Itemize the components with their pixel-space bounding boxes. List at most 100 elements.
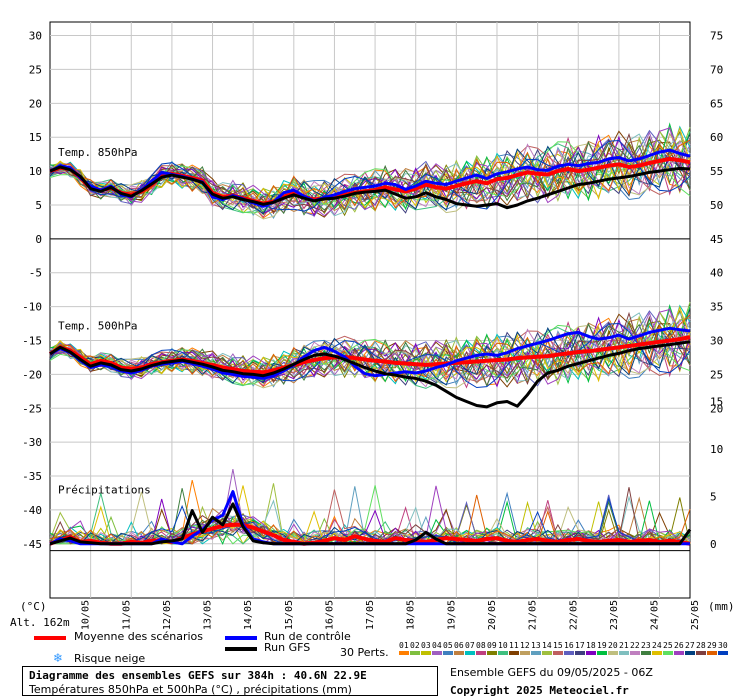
right-tick-label-500: 40 (710, 267, 723, 280)
y-tick-label: -45 (22, 538, 42, 551)
member-number-label: 10 (498, 641, 508, 650)
footer-box: Diagramme des ensembles GEFS sur 384h : … (22, 666, 438, 696)
perts-label: 30 Perts. (340, 646, 389, 659)
member-color-swatch (542, 651, 552, 655)
x-tick-label: 19/05 (446, 600, 457, 630)
legend-swatch-control (225, 636, 257, 640)
ensemble-run-label: Ensemble GEFS du 09/05/2025 - 06Z (450, 666, 653, 679)
member-number-label: 16 (564, 641, 574, 650)
member-color-swatch (707, 651, 717, 655)
member-number-label: 11 (509, 641, 519, 650)
right-tick-label-500: 20 (710, 402, 723, 415)
right-tick-label-850: 70 (710, 63, 723, 76)
member-color-swatch (696, 651, 706, 655)
x-tick-label: 15/05 (284, 600, 295, 630)
y-tick-label: 15 (29, 131, 42, 144)
member-color-swatch (410, 651, 420, 655)
right-tick-label-precip: 10 (710, 443, 723, 456)
y-tick-label: -5 (29, 267, 42, 280)
member-color-swatch (509, 651, 519, 655)
right-tick-label-850: 50 (710, 199, 723, 212)
member-line-500 (49, 322, 691, 389)
member-number-label: 23 (641, 641, 651, 650)
x-tick-label: 14/05 (243, 600, 254, 630)
member-color-swatch (476, 651, 486, 655)
member-color-swatch (718, 651, 728, 655)
member-color-swatch (685, 651, 695, 655)
member-color-swatch (520, 651, 530, 655)
member-color-swatch (498, 651, 508, 655)
member-color-swatch (432, 651, 442, 655)
member-color-swatch (586, 651, 596, 655)
y-tick-label: 0 (35, 233, 42, 246)
member-color-swatch (641, 651, 651, 655)
member-color-swatch (454, 651, 464, 655)
member-number-label: 22 (630, 641, 640, 650)
member-color-swatch (465, 651, 475, 655)
x-tick-label: 17/05 (365, 600, 376, 630)
altitude-label: Alt. 162m (10, 616, 70, 629)
y-tick-label: 5 (35, 199, 42, 212)
chart-subtitle: Températures 850hPa et 500hPa (°C) , pré… (29, 683, 352, 696)
x-tick-label: 23/05 (609, 600, 620, 630)
member-number-label: 25 (663, 641, 673, 650)
x-tick-label: 18/05 (406, 600, 417, 630)
member-number-label: 26 (674, 641, 684, 650)
y-tick-label: 20 (29, 97, 42, 110)
member-number-label: 27 (685, 641, 695, 650)
x-tick-label: 13/05 (203, 600, 214, 630)
copyright-label: Copyright 2025 Meteociel.fr (450, 684, 629, 697)
right-tick-label-850: 65 (710, 97, 723, 110)
y-tick-label: 30 (29, 30, 42, 43)
member-number-label: 24 (652, 641, 662, 650)
plot-area (49, 21, 691, 599)
member-color-swatch (531, 651, 541, 655)
member-color-swatch (421, 651, 431, 655)
series-line-t850-0000ff (49, 148, 691, 208)
member-line-500 (49, 305, 691, 383)
member-number-label: 07 (465, 641, 475, 650)
member-number-label: 14 (542, 641, 552, 650)
member-color-swatch (564, 651, 574, 655)
y-tick-label: -40 (22, 504, 42, 517)
x-tick-label: 11/05 (121, 600, 132, 630)
x-tick-label: 22/05 (568, 600, 579, 630)
right-tick-label-850: 60 (710, 131, 723, 144)
right-unit-label: (mm) (708, 600, 735, 613)
member-line-precip (50, 485, 690, 545)
right-tick-label-850: 45 (710, 233, 723, 246)
member-color-swatch (630, 651, 640, 655)
chart-title: Diagramme des ensembles GEFS sur 384h : … (29, 669, 367, 682)
x-tick-label: 25/05 (690, 600, 701, 630)
member-number-label: 29 (707, 641, 717, 650)
member-number-label: 21 (619, 641, 629, 650)
y-tick-label: -35 (22, 470, 42, 483)
x-tick-label: 24/05 (650, 600, 661, 630)
member-color-swatch (443, 651, 453, 655)
member-number-label: 04 (432, 641, 442, 650)
panel-label-500: Temp. 500hPa (58, 320, 137, 333)
left-unit-label: (°C) (20, 600, 47, 613)
member-number-label: 03 (421, 641, 431, 650)
member-number-label: 05 (443, 641, 453, 650)
y-tick-label: -25 (22, 402, 42, 415)
right-tick-label-500: 25 (710, 368, 723, 381)
right-tick-label-850: 75 (710, 30, 723, 43)
legend-swatch-mean (34, 636, 66, 640)
member-color-swatch (652, 651, 662, 655)
series-line-t500-000000 (49, 340, 691, 409)
member-line-500 (49, 327, 691, 386)
y-tick-label: -10 (22, 301, 42, 314)
legend-swatch-gfs (225, 647, 257, 651)
member-number-label: 06 (454, 641, 464, 650)
right-tick-label-precip: 15 (710, 395, 723, 408)
legend-label-snow: Risque neige (74, 652, 146, 665)
right-tick-label-850: 55 (710, 165, 723, 178)
legend-label-gfs: Run GFS (264, 641, 311, 654)
right-tick-label-500: 30 (710, 334, 723, 347)
series-line-precip-000000 (49, 502, 692, 546)
x-tick-label: 12/05 (162, 600, 173, 630)
panel-label-850: Temp. 850hPa (58, 146, 137, 159)
